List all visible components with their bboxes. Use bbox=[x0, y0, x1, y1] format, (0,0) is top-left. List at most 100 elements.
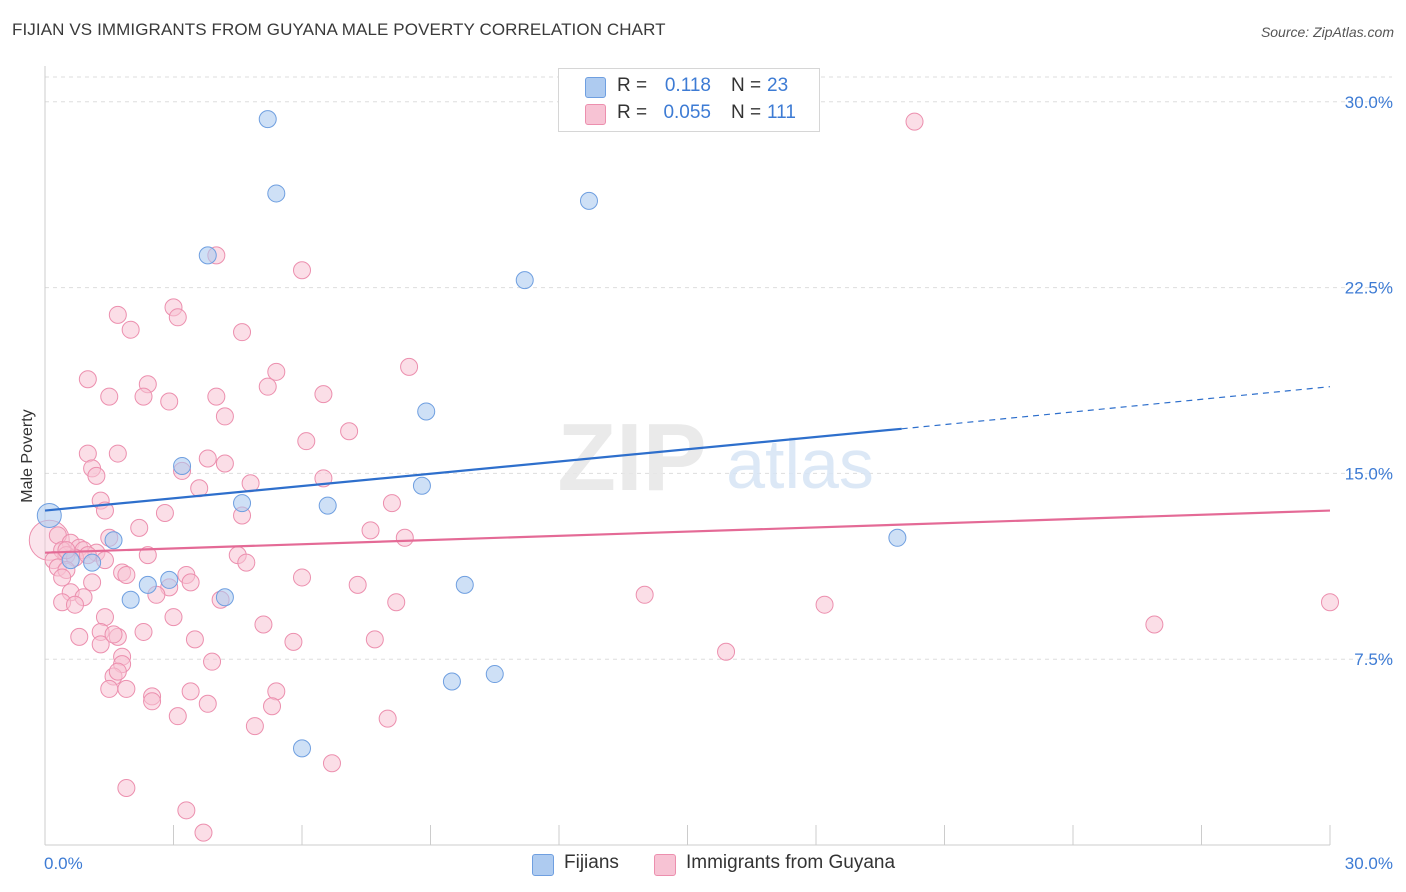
trend-layer bbox=[44, 386, 1331, 554]
guyana-point bbox=[78, 444, 97, 463]
guyana-point bbox=[100, 387, 119, 406]
guyana-point bbox=[155, 504, 174, 523]
guyana-point bbox=[130, 518, 149, 537]
y-tick-label: 15.0% bbox=[1345, 464, 1393, 483]
axis-layer bbox=[44, 66, 1331, 846]
y-axis-label: Male Poverty bbox=[19, 409, 36, 503]
fijians-legend-label: Fijians bbox=[564, 852, 619, 873]
guyana-point bbox=[87, 466, 106, 485]
guyana-point bbox=[815, 595, 834, 614]
fijian-point bbox=[417, 402, 436, 421]
guyana-point bbox=[245, 717, 264, 736]
chart-title: FIJIAN VS IMMIGRANTS FROM GUYANA MALE PO… bbox=[12, 20, 666, 39]
fijians-r-label: R = bbox=[617, 75, 648, 96]
y-tick-label: 22.5% bbox=[1345, 279, 1393, 298]
guyana-point bbox=[361, 521, 380, 540]
guyana-point bbox=[117, 779, 136, 798]
fijians-n-label: N = bbox=[731, 75, 762, 96]
watermark-atlas: atlas bbox=[726, 425, 874, 503]
fijian-point bbox=[412, 476, 431, 495]
guyana-point bbox=[905, 112, 924, 131]
guyana-point bbox=[717, 642, 736, 661]
guyana-n-value: 111 bbox=[767, 102, 796, 123]
guyana-point bbox=[108, 305, 127, 324]
guyana-point bbox=[348, 575, 367, 594]
fijian-point bbox=[36, 503, 62, 529]
guyana-point bbox=[53, 568, 72, 587]
guyana-point bbox=[365, 630, 384, 649]
guyana-point bbox=[215, 454, 234, 473]
guyana-point bbox=[378, 709, 397, 728]
guyana-point bbox=[1145, 615, 1164, 634]
guyana-point bbox=[100, 679, 119, 698]
fijians-legend-swatch bbox=[532, 854, 554, 876]
guyana-point bbox=[134, 622, 153, 641]
guyana-point bbox=[91, 635, 110, 654]
y-tick-label: 30.0% bbox=[1345, 93, 1393, 112]
fijian-point bbox=[267, 184, 286, 203]
guyana-point bbox=[134, 387, 153, 406]
guyana-point bbox=[121, 320, 140, 339]
guyana-point bbox=[233, 323, 252, 342]
guyana-swatch bbox=[585, 104, 606, 125]
fijian-point bbox=[83, 553, 102, 572]
fijians-n-value: 23 bbox=[767, 75, 789, 96]
fijian-point bbox=[442, 672, 461, 691]
guyana-r-label: R = bbox=[617, 102, 648, 123]
guyana-point bbox=[267, 682, 286, 701]
guyana-point bbox=[203, 652, 222, 671]
fijian-point bbox=[61, 551, 80, 570]
fijian-point bbox=[215, 588, 234, 607]
guyana-point bbox=[284, 632, 303, 651]
x-tick-label-min: 0.0% bbox=[44, 854, 83, 873]
tick-label-layer: 7.5% 15.0% 22.5% 30.0% 0.0% 30.0% bbox=[44, 93, 1393, 873]
x-tick-label-max: 30.0% bbox=[1345, 854, 1393, 873]
guyana-point bbox=[177, 801, 196, 820]
guyana-point bbox=[241, 474, 260, 493]
guyana-point bbox=[168, 707, 187, 726]
fijian-point bbox=[160, 570, 179, 589]
guyana-point bbox=[207, 387, 226, 406]
fijian-point bbox=[138, 575, 157, 594]
guyana-point bbox=[108, 444, 127, 463]
series-legend: Fijians Immigrants from Guyana bbox=[0, 852, 1406, 878]
guyana-point bbox=[181, 682, 200, 701]
guyana-point bbox=[160, 392, 179, 411]
guyana-point bbox=[258, 377, 277, 396]
fijian-point bbox=[104, 531, 123, 550]
guyana-point bbox=[267, 362, 286, 381]
fijian-point bbox=[579, 191, 598, 210]
guyana-point bbox=[138, 546, 157, 565]
guyana-r-value: 0.055 bbox=[663, 102, 711, 123]
guyana-point bbox=[117, 565, 136, 584]
guyana-point bbox=[104, 625, 123, 644]
guyana-point bbox=[293, 568, 311, 587]
fijians-r-value: 0.118 bbox=[664, 75, 711, 96]
guyana-point bbox=[1321, 593, 1339, 612]
guyana-point bbox=[237, 553, 256, 572]
grid-layer bbox=[45, 76, 1392, 660]
guyana-point bbox=[65, 595, 84, 614]
guyana-trend-line bbox=[44, 509, 1331, 554]
fijian-trend-line bbox=[44, 427, 902, 512]
guyana-point bbox=[185, 630, 204, 649]
fijian-point bbox=[293, 739, 311, 758]
fijian-point bbox=[888, 528, 907, 547]
fijian-point bbox=[173, 456, 192, 475]
correlation-legend: R = 0.118 N = 23 R = 0.055 N = 111 bbox=[558, 68, 820, 132]
fijians-swatch bbox=[585, 77, 606, 98]
fijian-point bbox=[233, 494, 252, 513]
guyana-point bbox=[254, 615, 273, 634]
guyana-legend-label: Immigrants from Guyana bbox=[686, 852, 896, 873]
y-tick-label: 7.5% bbox=[1354, 650, 1393, 669]
guyana-point bbox=[215, 407, 234, 426]
fijian-point bbox=[258, 110, 277, 129]
watermark-zip: ZIP bbox=[557, 404, 706, 511]
guyana-point bbox=[117, 679, 136, 698]
guyana-point bbox=[297, 432, 316, 451]
guyana-point bbox=[108, 662, 127, 681]
guyana-point bbox=[198, 449, 217, 468]
guyana-point bbox=[143, 692, 162, 711]
fijian-point bbox=[485, 665, 504, 684]
